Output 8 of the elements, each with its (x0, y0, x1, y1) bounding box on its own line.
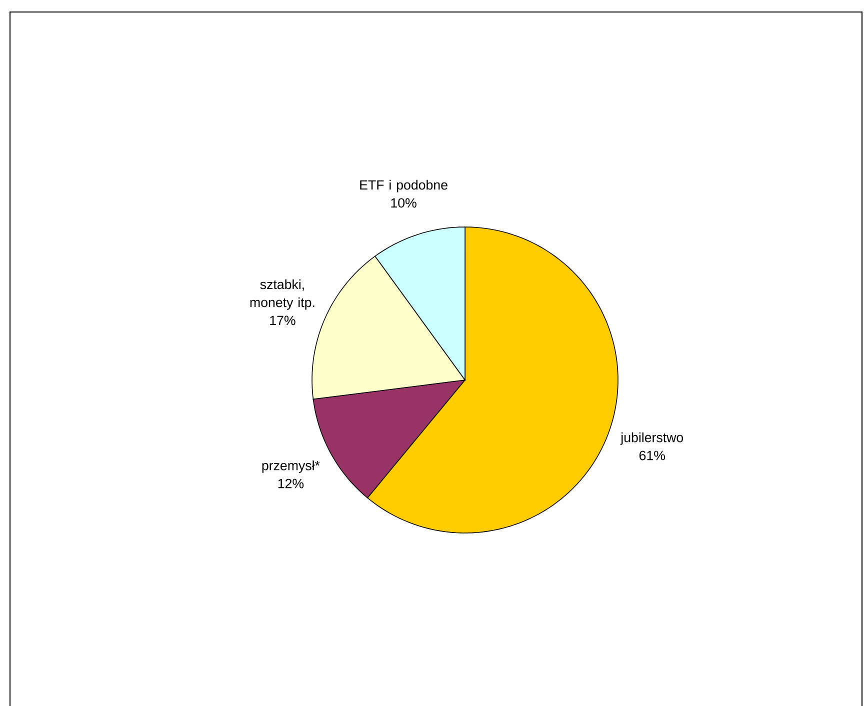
slice-label: ETF i podobne (360, 180, 448, 192)
data-label: 10% (391, 198, 416, 208)
data-label: 17% (270, 316, 296, 326)
slice-label: jubilerstwo (620, 432, 684, 445)
slice-label: przemysł* (262, 460, 320, 473)
slice-label: sztabki, monety itp. (250, 279, 314, 310)
data-label: 61% (639, 450, 666, 460)
data-label: 12% (278, 478, 304, 488)
